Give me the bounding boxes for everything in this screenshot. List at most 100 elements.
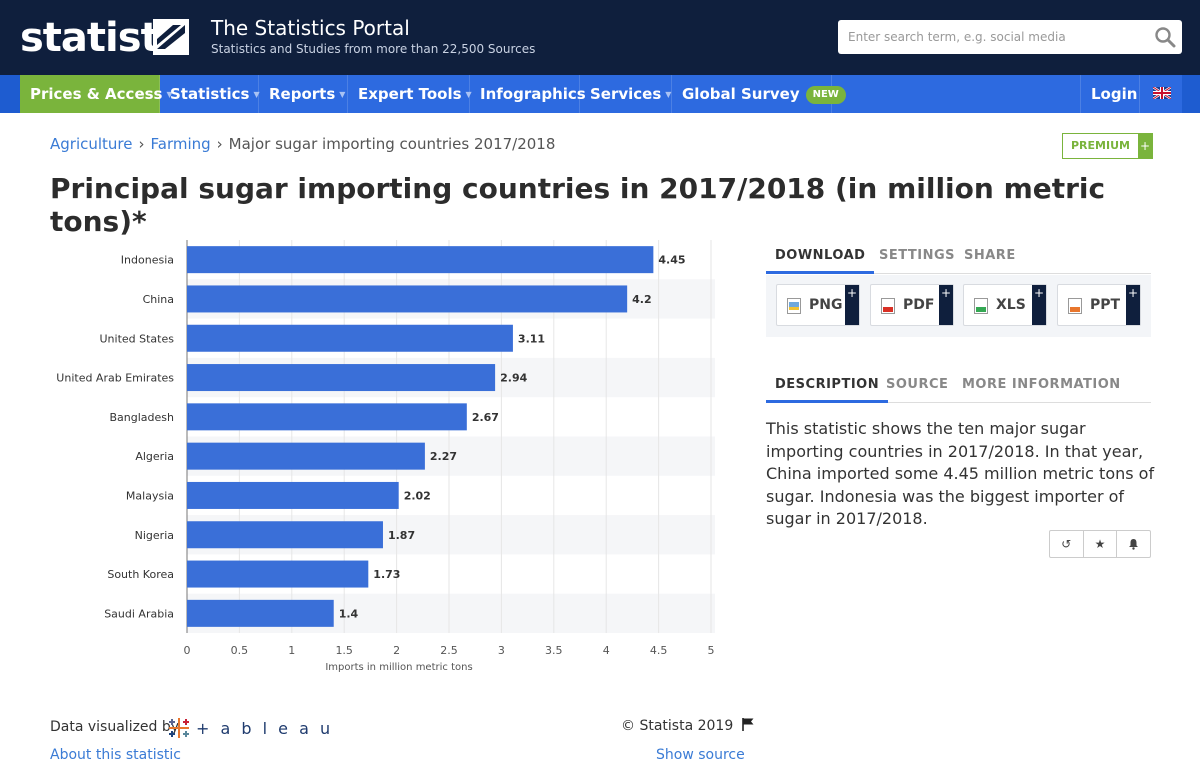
tab-source[interactable]: SOURCE: [886, 377, 949, 392]
uk-flag-icon[interactable]: [1153, 87, 1171, 99]
nav-reports[interactable]: Reports ▼: [259, 75, 348, 113]
portal-subtitle: Statistics and Studies from more than 22…: [211, 42, 536, 56]
category-label: Malaysia: [126, 489, 174, 502]
tab-description[interactable]: DESCRIPTION: [766, 375, 889, 403]
download-ppt-button[interactable]: PPT +: [1057, 284, 1141, 326]
plus-icon: +: [1032, 285, 1046, 325]
bar: [187, 442, 425, 470]
download-label: PDF: [903, 297, 935, 313]
tab-settings[interactable]: SETTINGS: [879, 248, 956, 263]
bar: [187, 246, 654, 274]
plus-icon: +: [845, 285, 859, 325]
action-buttons: ↺ ★: [1049, 530, 1151, 558]
nav-label: Expert Tools: [358, 85, 462, 103]
bell-icon[interactable]: [1117, 531, 1150, 557]
tableau-logo-icon: [169, 718, 189, 738]
nav-label: Global Survey: [682, 85, 800, 103]
plus-icon: +: [1126, 285, 1140, 325]
download-pdf-button[interactable]: PDF +: [870, 284, 954, 326]
plus-icon: +: [1137, 134, 1152, 158]
category-label: United Arab Emirates: [56, 372, 174, 385]
search-icon[interactable]: [1154, 26, 1176, 48]
breadcrumb-link-farming[interactable]: Farming: [150, 135, 211, 153]
nav-prices-access[interactable]: Prices & Access ▼: [20, 75, 173, 113]
category-label: Bangladesh: [110, 411, 175, 424]
star-icon[interactable]: ★: [1084, 531, 1118, 557]
download-png-button[interactable]: PNG +: [776, 284, 860, 326]
pdf-file-icon: [881, 298, 895, 314]
tab-share[interactable]: SHARE: [964, 248, 1016, 263]
category-label: Algeria: [135, 450, 174, 463]
statista-logo-mark-icon[interactable]: [153, 19, 189, 55]
nav-label: Reports: [269, 85, 336, 103]
login-link[interactable]: Login: [1080, 75, 1140, 113]
x-tick-label: 4.5: [650, 644, 668, 657]
data-label: 1.4: [339, 607, 359, 620]
premium-label: PREMIUM: [1071, 139, 1130, 152]
ppt-file-icon: [1068, 298, 1082, 314]
bar: [187, 599, 334, 627]
x-tick-label: 4: [603, 644, 610, 657]
x-tick-label: 3.5: [545, 644, 563, 657]
chevron-down-icon: ▼: [166, 90, 173, 99]
breadcrumb-separator: ›: [216, 135, 223, 153]
info-tabs: DESCRIPTION SOURCE MORE INFORMATION: [766, 375, 1151, 403]
x-axis-label: Imports in million metric tons: [325, 662, 472, 673]
x-tick-label: 2.5: [440, 644, 458, 657]
chevron-down-icon: ▼: [339, 90, 346, 99]
download-label: PNG: [809, 297, 843, 313]
nav-label: Statistics: [170, 85, 250, 103]
tableau-wordmark: + a b l e a u: [196, 719, 334, 738]
nav-label: Infographics: [480, 85, 586, 103]
download-label: XLS: [996, 297, 1026, 313]
page-title: Principal sugar importing countries in 2…: [50, 172, 1106, 238]
bar: [187, 324, 513, 352]
nav-infographics[interactable]: Infographics: [470, 75, 586, 113]
tab-more-information[interactable]: MORE INFORMATION: [962, 377, 1121, 392]
nav-services[interactable]: Services ▼: [580, 75, 672, 113]
tab-download[interactable]: DOWNLOAD: [766, 246, 875, 274]
breadcrumb: Agriculture › Farming › Major sugar importin…: [50, 135, 555, 153]
chevron-down-icon: ▼: [665, 90, 672, 99]
nav-expert-tools[interactable]: Expert Tools ▼: [348, 75, 472, 113]
x-tick-label: 0.5: [231, 644, 249, 657]
new-badge: NEW: [805, 86, 846, 104]
search-box: [838, 20, 1182, 54]
download-label: PPT: [1090, 297, 1121, 313]
bar-chart: 0 0.5 1 1.5 2 2.5 3 3.5 4 4.5 5 Indonesia 4.45 China 4…: [50, 232, 740, 682]
download-buttons-panel: PNG + PDF + XLS + PPT +: [766, 275, 1151, 337]
flag-icon[interactable]: [741, 717, 755, 731]
search-input[interactable]: [838, 20, 1138, 54]
category-label: China: [143, 293, 174, 306]
chevron-down-icon: ▼: [253, 90, 260, 99]
breadcrumb-separator: ›: [138, 135, 145, 153]
nav-global-survey[interactable]: Global Survey NEW: [672, 75, 846, 113]
data-label: 4.2: [632, 293, 652, 306]
x-tick-label: 0: [184, 644, 191, 657]
x-tick-label: 2: [393, 644, 400, 657]
x-tick-label: 5: [708, 644, 715, 657]
bar: [187, 403, 467, 431]
premium-button[interactable]: PREMIUM +: [1062, 133, 1153, 159]
show-source-link[interactable]: Show source: [656, 747, 745, 763]
copyright-text: © Statista 2019: [621, 717, 755, 734]
x-tick-label: 1.5: [335, 644, 353, 657]
download-tabs: DOWNLOAD SETTINGS SHARE: [766, 246, 1151, 274]
data-label: 2.67: [472, 411, 499, 424]
portal-title: The Statistics Portal: [211, 16, 410, 40]
download-xls-button[interactable]: XLS +: [963, 284, 1047, 326]
category-label: South Korea: [107, 568, 174, 581]
top-header: statista The Statistics Portal Statistic…: [0, 0, 1200, 75]
history-icon[interactable]: ↺: [1050, 531, 1084, 557]
category-label: United States: [100, 332, 175, 345]
nav-statistics[interactable]: Statistics ▼: [160, 75, 260, 113]
copyright-label: © Statista 2019: [621, 718, 734, 734]
plus-icon: +: [939, 285, 953, 325]
data-label: 1.73: [373, 568, 400, 581]
category-label: Nigeria: [135, 529, 174, 542]
chart-svg: 0 0.5 1 1.5 2 2.5 3 3.5 4 4.5 5 Indonesia 4.45 China 4…: [56, 240, 715, 673]
breadcrumb-link-agriculture[interactable]: Agriculture: [50, 135, 133, 153]
about-statistic-link[interactable]: About this statistic: [50, 747, 181, 763]
nav-label: Prices & Access: [30, 85, 163, 103]
data-label: 1.87: [388, 529, 415, 542]
